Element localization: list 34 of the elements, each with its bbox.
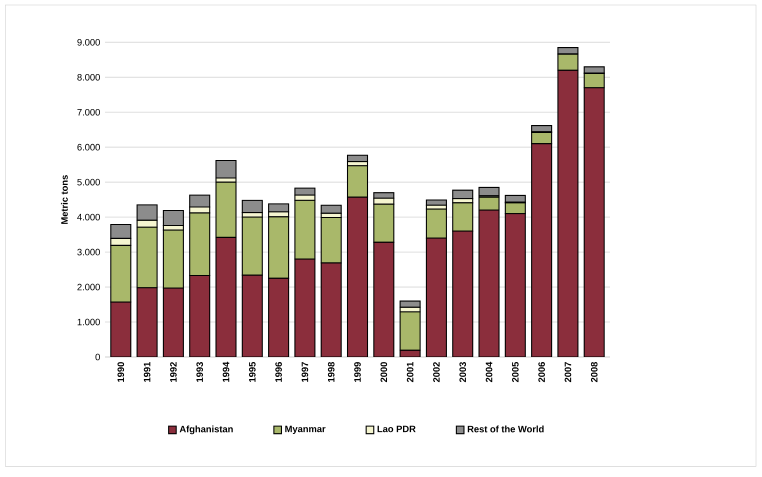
x-tick-label: 2002 <box>433 362 440 382</box>
x-tick-label: 1999 <box>354 362 361 382</box>
x-tick-label: 1995 <box>249 362 256 382</box>
legend-label: Rest of the World <box>468 426 544 432</box>
x-tick-label: 1994 <box>222 362 230 382</box>
y-tick-label: 2.000 <box>77 284 100 290</box>
x-tick-label: 1990 <box>118 362 124 382</box>
x-tick-label: 1997 <box>302 362 308 382</box>
x-tick-label: 1998 <box>328 362 335 382</box>
x-tick-label: 2008 <box>590 362 598 382</box>
y-tick-label: 7.000 <box>77 108 100 116</box>
y-tick-label: 4.000 <box>77 214 100 220</box>
y-tick-label: 9.000 <box>77 39 100 46</box>
x-tick-label: 2003 <box>459 362 466 382</box>
x-tick-label: 2004 <box>486 362 492 382</box>
y-tick-label: 5.000 <box>77 178 100 186</box>
x-tick-label: 1992 <box>170 362 177 382</box>
x-tick-label: 1993 <box>196 362 204 382</box>
y-tick-label: 6.000 <box>77 144 100 151</box>
y-tick-label: 3.000 <box>77 248 100 256</box>
y-axis-title: Metric tons <box>60 175 68 224</box>
y-tick-label: 0 <box>95 354 100 360</box>
x-tick-label: 2006 <box>538 362 545 382</box>
x-tick-label: 1996 <box>275 362 282 382</box>
legend-label: Myanmar <box>285 426 326 434</box>
y-tick-label: 8.000 <box>77 74 100 81</box>
y-tick-label: 1.000 <box>78 318 100 326</box>
x-tick-label: 2007 <box>564 362 572 382</box>
x-tick-label: 2005 <box>512 362 519 382</box>
legend-label: Afghanistan <box>180 426 233 434</box>
x-tick-label: 2001 <box>406 362 414 382</box>
legend-label: Lao PDR <box>378 426 416 432</box>
x-tick-label: 1991 <box>144 362 150 382</box>
x-tick-label: 2000 <box>380 362 388 382</box>
